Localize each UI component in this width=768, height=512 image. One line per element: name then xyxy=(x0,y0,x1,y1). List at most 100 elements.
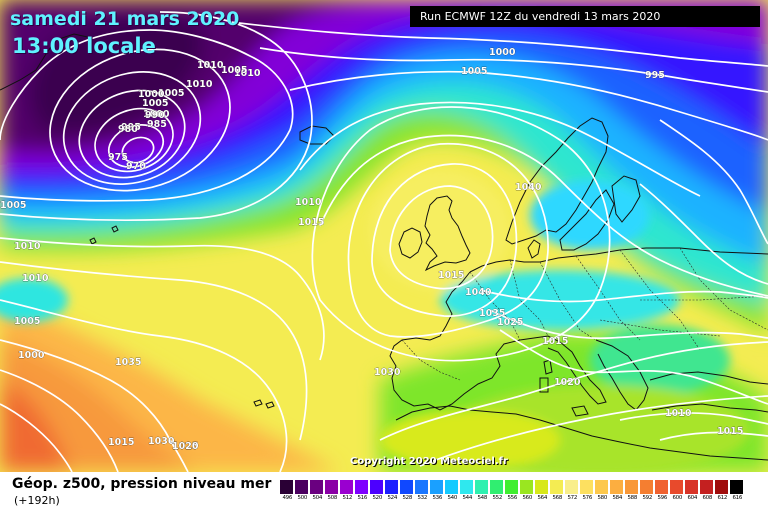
legend-swatch xyxy=(505,480,519,494)
legend-swatch xyxy=(385,480,399,494)
legend-label: 580 xyxy=(597,495,608,501)
legend-label: 528 xyxy=(402,495,413,501)
isobar-label: 1035 xyxy=(479,308,505,319)
legend-swatch xyxy=(730,480,744,494)
legend-swatch xyxy=(580,480,594,494)
isobar-label: 1000 xyxy=(489,47,516,58)
legend-step: 504 xyxy=(310,480,325,504)
legend-label: 572 xyxy=(567,495,578,501)
legend-label: 540 xyxy=(447,495,458,501)
isobar-label: 1040 xyxy=(515,182,542,193)
legend-label: 520 xyxy=(372,495,383,501)
isobar-label: 1010 xyxy=(186,79,213,90)
isobar-label: 1010 xyxy=(295,197,322,208)
legend-label: 600 xyxy=(672,495,683,501)
legend-label: 512 xyxy=(342,495,353,501)
legend-swatch xyxy=(340,480,354,494)
legend-swatch xyxy=(655,480,669,494)
legend-label: 584 xyxy=(612,495,623,501)
country-borders xyxy=(401,247,768,381)
isobar-label: 1005 xyxy=(461,66,487,77)
legend-swatch xyxy=(535,480,549,494)
legend-step: 556 xyxy=(505,480,520,504)
legend-swatch xyxy=(295,480,309,494)
legend-label: 532 xyxy=(417,495,428,501)
geopotential-field xyxy=(0,0,768,472)
forecast-time: 13:00 locale xyxy=(12,34,156,58)
legend-step: 580 xyxy=(595,480,610,504)
legend-label: 496 xyxy=(282,495,293,501)
isobar-label: 980 xyxy=(118,124,138,135)
lead-time: (+192h) xyxy=(14,494,60,507)
legend-swatch xyxy=(325,480,339,494)
isobar-label: 1000 xyxy=(143,109,170,120)
legend-step: 548 xyxy=(475,480,490,504)
legend-swatch xyxy=(550,480,564,494)
legend-label: 592 xyxy=(642,495,653,501)
isobar-label: 1005 xyxy=(0,200,26,211)
color-scale-legend: 496 500 504 508 512 516 520 524 528 532 536 540 544 5… xyxy=(280,480,746,504)
legend-swatch xyxy=(400,480,414,494)
isobar-label: 1010 xyxy=(234,68,261,79)
isobar-lines xyxy=(0,11,768,472)
legend-step: 532 xyxy=(415,480,430,504)
isobar-label: 1040 xyxy=(465,287,492,298)
legend-swatch xyxy=(520,480,534,494)
isobar-label: 1025 xyxy=(172,441,198,452)
legend-label: 508 xyxy=(327,495,338,501)
legend-swatch xyxy=(625,480,639,494)
legend-swatch xyxy=(310,480,324,494)
isobar-label: 1015 xyxy=(298,217,324,228)
legend-label: 504 xyxy=(312,495,323,501)
legend-step: 568 xyxy=(550,480,565,504)
legend-label: 552 xyxy=(492,495,503,501)
legend-swatch xyxy=(445,480,459,494)
legend-swatch xyxy=(670,480,684,494)
legend-label: 524 xyxy=(387,495,398,501)
isobar-label: 1005 xyxy=(14,316,40,327)
legend-label: 596 xyxy=(657,495,668,501)
isobar-label: 975 xyxy=(108,152,128,163)
legend-step: 588 xyxy=(625,480,640,504)
legend-swatch xyxy=(685,480,699,494)
isobar-label: 1015 xyxy=(438,270,464,281)
legend-step: 552 xyxy=(490,480,505,504)
isobar-label: 1005 xyxy=(221,65,247,76)
isobar-label: 1010 xyxy=(665,408,692,419)
legend-step: 564 xyxy=(535,480,550,504)
isobar-label: 985 xyxy=(147,119,167,130)
legend-step: 600 xyxy=(670,480,685,504)
isobar-label: 1025 xyxy=(497,317,523,328)
isobar-label: 1000 xyxy=(18,350,45,361)
legend-step: 528 xyxy=(400,480,415,504)
legend-step: 544 xyxy=(460,480,475,504)
legend-step: 520 xyxy=(370,480,385,504)
legend-swatch xyxy=(595,480,609,494)
legend-swatch xyxy=(280,480,294,494)
legend-label: 560 xyxy=(522,495,533,501)
legend-label: 568 xyxy=(552,495,563,501)
field-title: Géop. z500, pression niveau mer xyxy=(12,476,272,492)
legend-step: 572 xyxy=(565,480,580,504)
legend-swatch xyxy=(700,480,714,494)
legend-label: 536 xyxy=(432,495,443,501)
legend-step: 604 xyxy=(685,480,700,504)
legend-label: 500 xyxy=(297,495,308,501)
legend-swatch xyxy=(715,480,729,494)
legend-label: 544 xyxy=(462,495,473,501)
legend-swatch xyxy=(475,480,489,494)
legend-swatch xyxy=(460,480,474,494)
isobar-label: 990 xyxy=(145,110,165,121)
legend-swatch xyxy=(355,480,369,494)
legend-swatch xyxy=(490,480,504,494)
copyright-notice: Copyright 2020 Meteociel.fr xyxy=(350,456,508,467)
legend-step: 516 xyxy=(355,480,370,504)
legend-label: 616 xyxy=(732,495,743,501)
isobar-label: 1010 xyxy=(22,273,49,284)
legend-step: 612 xyxy=(715,480,730,504)
isobar-label: 1010 xyxy=(197,60,224,71)
legend-label: 588 xyxy=(627,495,638,501)
